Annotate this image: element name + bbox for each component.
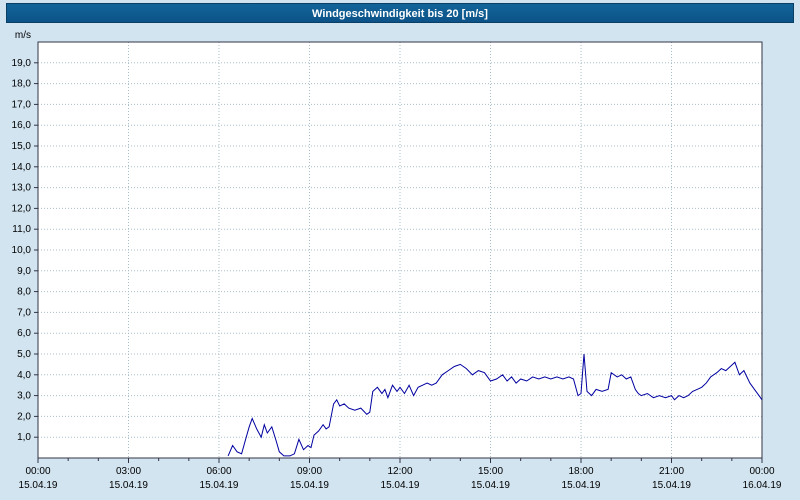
y-tick-label: 5,0 — [17, 349, 31, 360]
y-tick-label: 4,0 — [17, 370, 31, 381]
x-tick-time-label: 15:00 — [478, 466, 503, 477]
wind-speed-line — [227, 353, 763, 457]
x-tick-date-label: 15.04.19 — [562, 480, 601, 491]
y-tick-label: 19,0 — [12, 58, 32, 69]
y-tick-label: 7,0 — [17, 307, 31, 318]
x-tick-date-label: 15.04.19 — [652, 480, 691, 491]
chart-title-bar: Windgeschwindigkeit bis 20 [m/s] — [6, 3, 794, 23]
y-tick-label: 16,0 — [12, 120, 32, 131]
x-tick-date-label: 16.04.19 — [743, 480, 782, 491]
y-tick-label: 17,0 — [12, 99, 32, 110]
y-tick-label: 12,0 — [12, 203, 32, 214]
x-tick-time-label: 00:00 — [749, 466, 774, 477]
y-tick-label: 14,0 — [12, 162, 32, 173]
y-tick-label: 9,0 — [17, 266, 31, 277]
y-tick-label: 2,0 — [17, 411, 31, 422]
x-tick-date-label: 15.04.19 — [109, 480, 148, 491]
x-tick-time-label: 09:00 — [297, 466, 322, 477]
x-tick-date-label: 15.04.19 — [19, 480, 58, 491]
y-tick-label: 13,0 — [12, 183, 32, 194]
y-tick-label: 3,0 — [17, 391, 31, 402]
x-tick-date-label: 15.04.19 — [381, 480, 420, 491]
y-tick-label: 15,0 — [12, 141, 32, 152]
x-tick-time-label: 21:00 — [659, 466, 684, 477]
y-tick-label: 18,0 — [12, 79, 32, 90]
x-tick-time-label: 03:00 — [116, 466, 141, 477]
y-tick-label: 1,0 — [17, 432, 31, 443]
y-tick-label: 10,0 — [12, 245, 32, 256]
x-tick-time-label: 12:00 — [387, 466, 412, 477]
chart-title: Windgeschwindigkeit bis 20 [m/s] — [312, 8, 488, 20]
x-tick-time-label: 18:00 — [568, 466, 593, 477]
x-tick-date-label: 15.04.19 — [200, 480, 239, 491]
y-axis-unit-label: m/s — [15, 30, 31, 41]
y-tick-label: 6,0 — [17, 328, 31, 339]
x-tick-time-label: 06:00 — [206, 466, 231, 477]
y-tick-label: 11,0 — [12, 224, 31, 235]
x-tick-date-label: 15.04.19 — [471, 480, 510, 491]
wind-speed-chart: 19,0 18,0 17,0 16,0 15,0 14,0 13,0 12,0 11,0 10,0… — [12, 30, 782, 491]
y-tick-label: 8,0 — [17, 287, 31, 298]
x-tick-time-label: 00:00 — [25, 466, 50, 477]
x-tick-date-label: 15.04.19 — [290, 480, 329, 491]
